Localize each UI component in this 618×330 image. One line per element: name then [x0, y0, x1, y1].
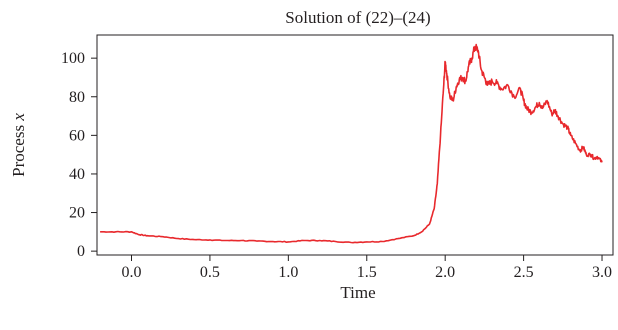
y-axis: 0 20 40 60 80 100 — [61, 50, 97, 260]
x-tick-label: 2.5 — [514, 264, 534, 281]
y-tick-label: 100 — [61, 50, 85, 67]
y-axis-title: Process x — [9, 113, 28, 177]
y-axis-title-text: Process — [9, 121, 28, 177]
x-axis-title: Time — [340, 283, 375, 302]
y-tick-label: 60 — [69, 127, 85, 144]
x-tick-label: 1.0 — [278, 264, 298, 281]
y-tick-label: 20 — [69, 205, 85, 222]
y-tick-label: 80 — [69, 89, 85, 106]
x-tick-label: 0.5 — [200, 264, 220, 281]
x-tick-label: 1.5 — [357, 264, 377, 281]
x-tick-label: 3.0 — [592, 264, 612, 281]
plot-frame — [96, 34, 614, 256]
y-tick-label: 40 — [69, 166, 85, 183]
y-tick-label: 0 — [77, 243, 85, 260]
x-tick-label: 2.0 — [435, 264, 455, 281]
series-line-process-x — [100, 43, 603, 244]
x-axis: 0.0 0.5 1.0 1.5 2.0 2.5 3.0 — [122, 255, 612, 281]
x-tick-label: 0.0 — [122, 264, 142, 281]
y-axis-title-variable: x — [9, 113, 28, 122]
chart-title: Solution of (22)–(24) — [285, 8, 430, 27]
